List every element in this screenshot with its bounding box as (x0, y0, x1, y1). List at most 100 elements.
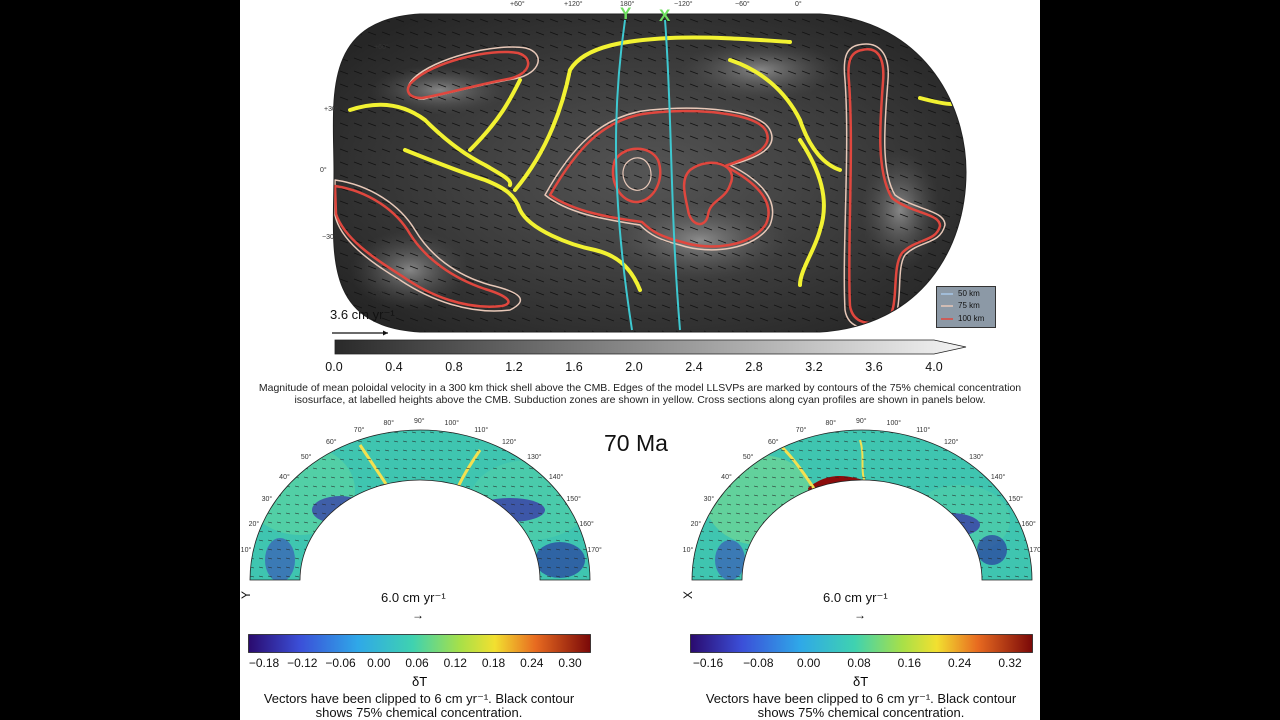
section-x-angle-label: 10° (682, 546, 694, 554)
section-x-angle-label: 130° (969, 454, 984, 462)
top-colorbar-tick: 4.0 (925, 360, 943, 374)
right-colorbar-tick: 0.00 (796, 656, 821, 670)
section-x-angle-label: 150° (1008, 496, 1023, 503)
lat-label: 0° (320, 167, 327, 174)
section-x (692, 430, 1032, 580)
lon-label: 0° (795, 1, 802, 8)
section-x-label: X (681, 590, 696, 600)
right-colorbar (690, 634, 1033, 653)
section-x-angle-label: 20° (690, 520, 702, 528)
section-y-angle-label: 40° (279, 473, 290, 481)
profile-label-y: Y (620, 4, 632, 23)
left-colorbar-tick: −0.12 (287, 656, 318, 670)
lat-label: −30° (322, 234, 337, 241)
lon-label: −60° (735, 1, 750, 8)
left-colorbar-tick: 0.06 (405, 656, 429, 670)
top-colorbar (334, 339, 967, 355)
section-y-angle-label: 70° (353, 427, 365, 435)
lon-label: 180° (620, 1, 635, 8)
section-x-angle-label: 110° (916, 427, 931, 435)
lon-label: +120° (564, 1, 583, 8)
top-colorbar-tick: 2.8 (745, 360, 763, 374)
section-y-scale: 6.0 cm yr⁻¹ (381, 590, 446, 605)
llsvp-contour-pacific-main (544, 107, 774, 251)
left-colorbar-tick: 0.18 (481, 656, 506, 670)
top-colorbar-tick: 0.8 (445, 360, 463, 374)
section-x-angle-label: 140° (990, 473, 1006, 481)
lat-label: −60° (372, 291, 387, 298)
contour-legend: 50 km 75 km 100 km (936, 286, 996, 328)
top-colorbar-tick: 2.4 (685, 360, 703, 374)
llsvp-contour-west (333, 179, 522, 312)
section-x-angle-label: 60° (768, 438, 779, 446)
section-y-label: Y (240, 590, 254, 600)
section-x-angle-label: 30° (703, 496, 715, 503)
section-y-angle-label: 90° (414, 418, 425, 425)
top-colorbar-tick: 0.4 (385, 360, 403, 374)
right-caption: Vectors have been clipped to 6 cm yr⁻¹. … (686, 692, 1036, 720)
section-x-angle-label: 160° (1021, 520, 1036, 528)
left-cb-label: δT (412, 674, 428, 689)
top-colorbar-tick: 2.0 (625, 360, 643, 374)
legend-75km: 75 km (958, 301, 980, 310)
top-colorbar-tick: 1.6 (565, 360, 583, 374)
figure-page: +60° +120° 180° −120° −60° 0° +60° +30° … (240, 0, 1040, 720)
left-colorbar-tick: 0.30 (558, 656, 582, 670)
profile-label-x: X (659, 6, 671, 25)
section-x-angle-label: 120° (944, 438, 959, 446)
section-x-angle-label: 170° (1029, 546, 1040, 554)
section-x-angle-label: 70° (795, 427, 807, 435)
top-colorbar-tick: 3.6 (865, 360, 883, 374)
right-cb-label: δT (853, 674, 869, 689)
section-x-angle-label: 100° (886, 420, 902, 428)
section-y-angle-label: 160° (579, 520, 594, 528)
lon-label: −120° (674, 1, 693, 8)
left-colorbar-tick: 0.12 (443, 656, 467, 670)
velocity-map (332, 13, 967, 336)
left-colorbar-tick: 0.24 (520, 656, 544, 670)
right-caption-line2: shows 75% chemical concentration. (757, 705, 965, 720)
top-colorbar-tick: 1.2 (505, 360, 523, 374)
section-y-angle-label: 110° (474, 427, 489, 435)
section-x-angle-label: 80° (825, 420, 837, 428)
llsvp-contour-africa (843, 43, 946, 330)
left-caption-line1: Vectors have been clipped to 6 cm yr⁻¹. … (263, 691, 575, 706)
cross-section-profiles (614, 19, 681, 331)
right-colorbar-tick: −0.08 (743, 656, 774, 670)
section-y-angle-label: 140° (548, 473, 564, 481)
left-colorbar (248, 634, 591, 653)
right-colorbar-tick: 0.32 (998, 656, 1022, 670)
lat-label: +30° (324, 106, 339, 113)
subduction-zones (348, 35, 954, 292)
section-y (250, 430, 590, 580)
right-colorbar-tick: 0.24 (947, 656, 972, 670)
legend-100km: 100 km (958, 314, 985, 323)
section-y-angle-label: 30° (261, 496, 273, 503)
section-y-angle-label: 120° (502, 438, 517, 446)
cross-sections (249, 429, 1033, 581)
section-x-angle-label: 40° (721, 473, 732, 481)
section-y-angle-label: 20° (248, 520, 260, 528)
section-y-angle-label: 130° (527, 454, 542, 462)
legend-50km: 50 km (958, 289, 980, 298)
age-label: 70 Ma (604, 430, 668, 456)
left-colorbar-tick: −0.18 (248, 656, 280, 670)
section-y-angle-label: 10° (240, 546, 252, 554)
lat-label: +60° (374, 44, 389, 51)
right-caption-line1: Vectors have been clipped to 6 cm yr⁻¹. … (705, 691, 1017, 706)
right-colorbar-tick: 0.16 (897, 656, 922, 670)
section-x-angle-label: 50° (742, 454, 754, 462)
section-y-angle-label: 80° (383, 420, 395, 428)
section-x-angle-label: 90° (856, 418, 867, 425)
left-caption: Vectors have been clipped to 6 cm yr⁻¹. … (244, 692, 594, 720)
map-border (332, 13, 967, 333)
section-y-angle-label: 150° (566, 496, 581, 503)
left-colorbar-tick: −0.06 (325, 656, 356, 670)
section-y-angle-label: 100° (444, 420, 460, 428)
right-colorbar-tick: 0.08 (847, 656, 871, 670)
top-colorbar-tick: 0.0 (325, 360, 343, 374)
top-colorbar-tick: 3.2 (805, 360, 823, 374)
section-y-angle-label: 50° (300, 454, 312, 462)
lon-label: +60° (510, 1, 525, 8)
map-scale-label: 3.6 cm yr⁻¹ (330, 307, 395, 322)
